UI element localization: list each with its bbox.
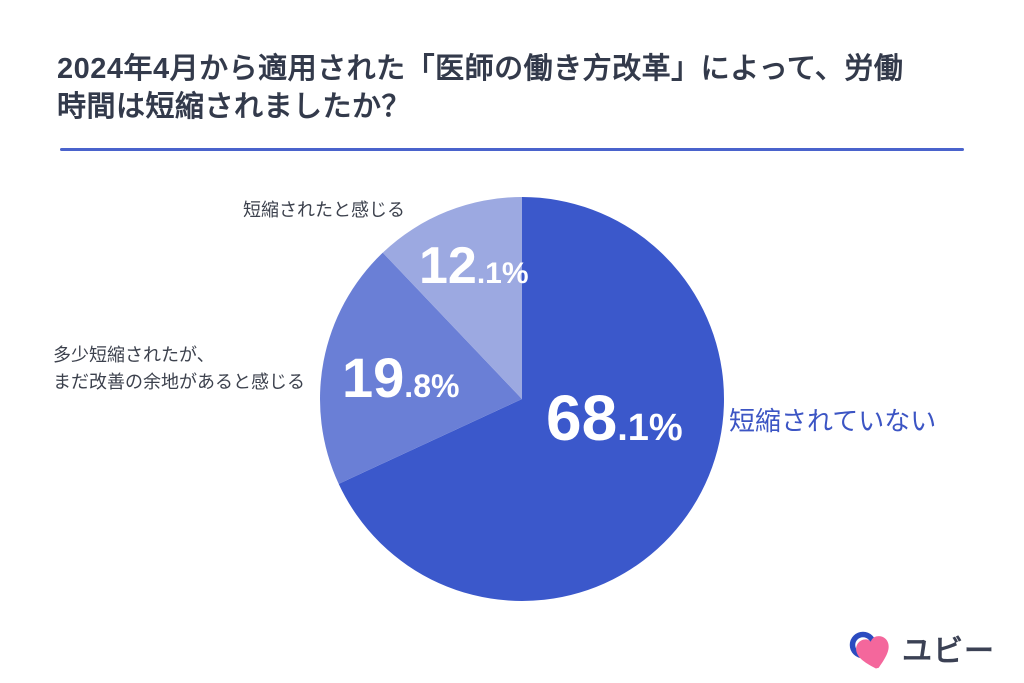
- slice-percent-majority: 68.1%: [546, 386, 683, 450]
- ubie-logo: ユビー: [848, 628, 995, 676]
- pie-slice: [382, 197, 522, 399]
- ubie-heart-icon: [848, 628, 896, 676]
- page-title: 2024年4月から適用された「医師の働き方改革」によって、労働 時間は短縮されま…: [57, 50, 903, 126]
- label-not-shortened: 短縮されていない: [729, 406, 937, 436]
- pie-slice: [338, 197, 725, 601]
- pie-chart-graphic: [320, 197, 725, 601]
- slice-percent-integer: 12: [419, 237, 477, 295]
- slice-percent-decimal: .8%: [404, 368, 460, 404]
- page-title-line2: 時間は短縮されましたか？: [57, 91, 412, 123]
- slice-percent-somewhat: 19.8%: [342, 350, 459, 406]
- page-title-line1: 2024年4月から適用された「医師の働き方改革」によって、労働: [57, 53, 904, 85]
- label-somewhat-shortened: 多少短縮されたが、 まだ改善の余地があると感じる: [53, 342, 305, 396]
- slice-percent-decimal: .1%: [476, 257, 529, 290]
- pie-slice: [320, 252, 522, 484]
- slice-percent-integer: 19: [342, 346, 405, 409]
- slice-percent-shortened: 12.1%: [419, 240, 529, 292]
- ubie-logo-text: ユビー: [902, 635, 995, 668]
- slice-percent-decimal: .1%: [617, 407, 683, 449]
- title-divider: [60, 148, 964, 151]
- label-felt-shortened: 短縮されたと感じる: [243, 200, 405, 220]
- slice-percent-integer: 68: [546, 382, 618, 454]
- label-somewhat-shortened-line1: 多少短縮されたが、: [53, 345, 215, 365]
- label-somewhat-shortened-line2: まだ改善の余地があると感じる: [53, 372, 305, 392]
